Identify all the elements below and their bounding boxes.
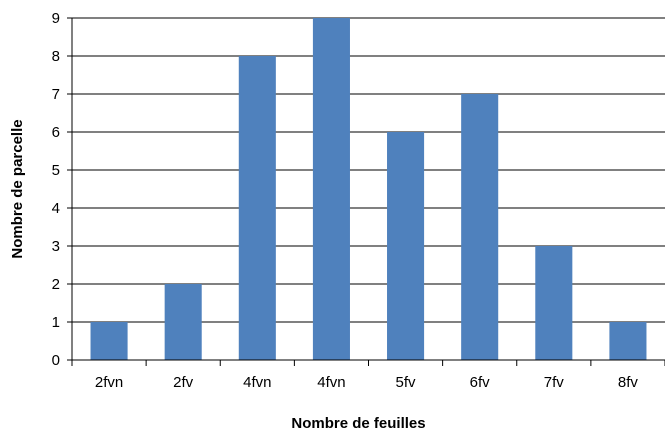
bar-7 [535,246,573,360]
x-tick-label: 5fv [396,374,417,391]
gridlines [72,17,665,323]
bar-6 [461,94,499,360]
x-tick-labels: 2fvn 2fv 4fvn 4fvn 5fv 6fv 7fv 8fv [95,374,639,391]
y-tick-label: 6 [52,124,60,141]
y-tick-label: 8 [52,48,60,65]
x-tick-label: 6fv [470,374,491,391]
y-axis-title: Nombre de parcelle [9,119,26,258]
x-tick-label: 4fvn [243,374,271,391]
y-tick-label: 2 [52,276,60,293]
axes [67,17,665,366]
bar-8 [609,322,647,360]
x-tick-label: 2fvn [95,374,123,391]
bar-5 [387,132,425,360]
bar-4 [312,18,350,360]
y-tick-label: 7 [52,86,60,103]
bars [90,18,647,360]
bar-3 [238,56,276,360]
x-axis-title: Nombre de feuilles [291,415,425,432]
x-tick-label: 8fv [618,374,639,391]
y-tick-label: 3 [52,238,60,255]
x-tick-label: 7fv [544,374,565,391]
y-tick-label: 5 [52,162,60,179]
x-tick-label: 2fv [173,374,194,391]
y-tick-label: 1 [52,314,60,331]
bar-2 [164,284,202,360]
y-tick-label: 9 [52,10,60,27]
x-tick-label: 4fvn [317,374,345,391]
bar-1 [90,322,128,360]
y-tick-labels: 0 1 2 3 4 5 6 7 8 9 [52,10,60,369]
y-tick-label: 4 [52,200,60,217]
y-tick-label: 0 [52,352,60,369]
